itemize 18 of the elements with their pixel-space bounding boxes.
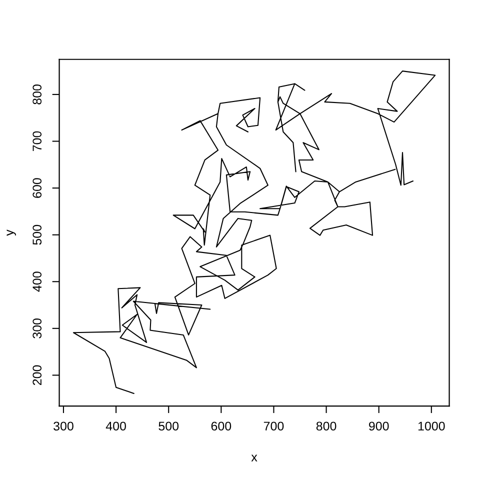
y-tick-label: 700 xyxy=(32,131,42,152)
x-tick-label: 300 xyxy=(54,422,74,431)
y-tick-label: 400 xyxy=(32,272,42,292)
y-tick-label: 600 xyxy=(32,178,42,198)
x-tick-label: 400 xyxy=(106,422,126,431)
x-tick-label: 500 xyxy=(158,422,179,431)
y-axis-title: y xyxy=(6,230,16,236)
y-tick-label: 500 xyxy=(32,224,42,245)
y-tick-label: 800 xyxy=(32,84,42,104)
line-series xyxy=(72,70,436,394)
y-tick-label: 300 xyxy=(32,318,42,338)
x-tick-label: 700 xyxy=(264,422,284,431)
x-tick-label: 800 xyxy=(316,422,336,431)
x-tick-label: 1000 xyxy=(418,422,445,431)
x-tick-label: 900 xyxy=(369,422,389,431)
y-tick-label: 200 xyxy=(32,365,42,385)
x-axis-title: x xyxy=(251,454,258,462)
x-tick-label: 600 xyxy=(211,422,232,431)
